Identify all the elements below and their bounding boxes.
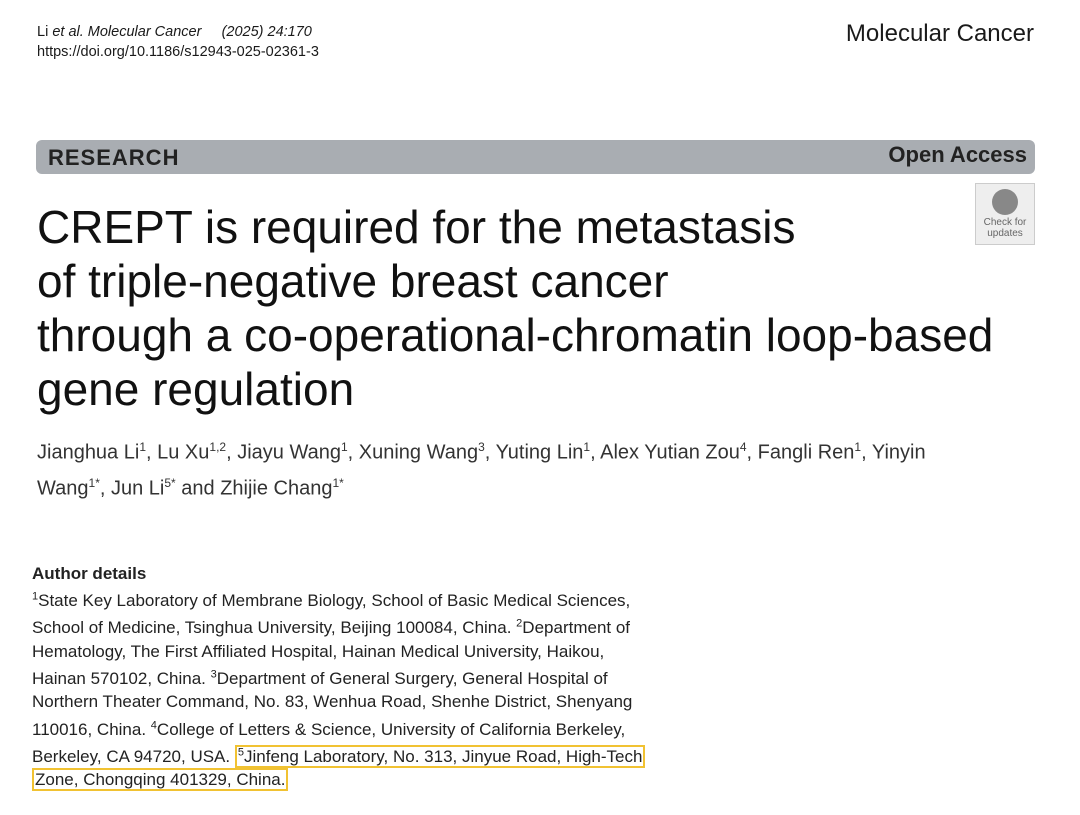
author-affiliation: 5* — [164, 475, 176, 490]
affiliation-text: Jinfeng Laboratory, No. 313, Jinyue Road… — [35, 746, 643, 790]
author-affiliation: 1 — [340, 440, 348, 454]
affiliation-number: 5 — [237, 746, 244, 759]
badge-icon — [992, 189, 1018, 215]
author-name: Jun Li — [110, 477, 165, 500]
affiliation: 1State Key Laboratory of Membrane Biolog… — [32, 590, 631, 638]
author-affiliation: 1,2 — [209, 440, 227, 454]
author-affiliation: 1 — [139, 440, 146, 454]
affiliation-text: Department of General Surgery, General H… — [32, 668, 633, 739]
details-heading: Author details — [32, 564, 147, 583]
affiliation: 2Department of Hematology, The First Aff… — [32, 618, 630, 688]
author-separator: , — [861, 441, 872, 464]
author-name: Yuting Lin — [495, 441, 584, 464]
article-type: RESEARCH — [48, 145, 180, 170]
author-affiliation: 1 — [583, 440, 591, 454]
author-affiliation: 3 — [478, 440, 485, 454]
author-separator: and — [175, 477, 221, 500]
author-separator: , — [146, 441, 158, 464]
author-name: Alex Yutian Zou — [600, 441, 740, 464]
author-affiliation: 1* — [332, 475, 344, 490]
title-line: of triple-negative breast cancer — [37, 255, 669, 307]
affiliation-text: State Key Laboratory of Membrane Biology… — [32, 591, 631, 638]
author-name: Yinyin Wang — [37, 441, 926, 500]
author-affiliation: 1 — [854, 440, 862, 454]
affiliation-number: 1 — [32, 590, 39, 603]
author-separator: , — [226, 441, 238, 464]
title-line: CREPT is required for the metastasis — [37, 201, 796, 253]
citation-author: Li — [37, 24, 49, 40]
citation-line: Li et al. Molecular Cancer (2025) 24:170 — [37, 22, 319, 42]
title-line: gene regulation — [37, 363, 355, 415]
affiliation: 4College of Letters & Science, Universit… — [32, 718, 626, 766]
badge-text: updates — [987, 228, 1023, 239]
author-details: Author details 1State Key Laboratory of … — [32, 562, 646, 792]
citation: Li et al. Molecular Cancer (2025) 24:170… — [37, 22, 319, 62]
doi[interactable]: https://doi.org/10.1186/s12943-025-02361… — [37, 44, 319, 60]
author-separator: , — [484, 441, 496, 464]
citation-volume: (2025) 24:170 — [221, 24, 312, 40]
author-separator: , — [99, 477, 111, 500]
affiliation: 3Department of General Surgery, General … — [32, 668, 633, 739]
author-separator: , — [347, 441, 359, 464]
author-affiliation: 1* — [88, 475, 100, 490]
affiliation-text: College of Letters & Science, University… — [32, 719, 626, 766]
author-name: Zhijie Chang — [220, 477, 333, 500]
author-separator: , — [746, 441, 758, 464]
open-access: Open Access — [888, 142, 1027, 167]
author-separator: , — [590, 441, 601, 464]
badge-text: Check for — [983, 217, 1027, 228]
affiliation-number: 2 — [516, 617, 523, 630]
affiliation-number: 3 — [210, 668, 217, 681]
author-name: Fangli Ren — [757, 441, 855, 464]
banner: RESEARCH Open Access — [36, 140, 1035, 174]
author-name: Lu Xu — [157, 441, 210, 464]
title-line: through a co-operational-chromatin loop-… — [37, 309, 994, 361]
affiliations: 1State Key Laboratory of Membrane Biolog… — [32, 586, 646, 792]
citation-journal: et al. Molecular Cancer — [52, 24, 202, 40]
author-name: Xuning Wang — [358, 441, 479, 464]
author-name: Jiayu Wang — [237, 441, 341, 464]
check-updates-badge[interactable]: Check for updates — [975, 183, 1035, 245]
journal-name: Molecular Cancer — [845, 20, 1034, 47]
author-name: Jianghua Li — [37, 441, 140, 464]
affiliation-number: 4 — [150, 718, 157, 731]
author-list: Jianghua Li1, Lu Xu1,2, Jiayu Wang1, Xun… — [37, 432, 1017, 503]
article-title: CREPT is required for the metastasis of t… — [37, 200, 993, 416]
affiliation: 5Jinfeng Laboratory, No. 313, Jinyue Roa… — [32, 744, 646, 792]
author-affiliation: 4 — [739, 440, 747, 454]
affiliation-text: Department of Hematology, The First Affi… — [32, 618, 631, 688]
